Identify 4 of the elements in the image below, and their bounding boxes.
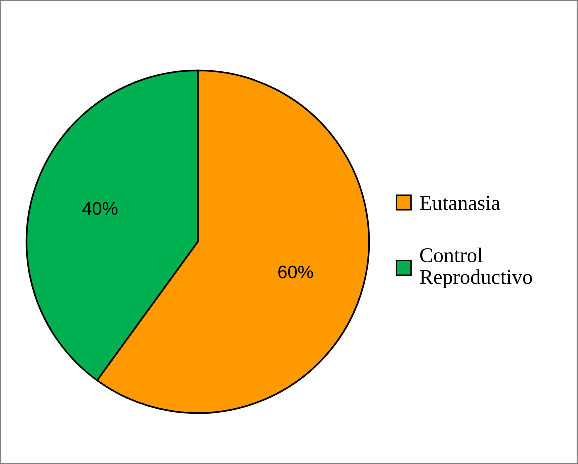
data-label: 40% — [82, 202, 118, 216]
data-label: 60% — [278, 266, 314, 279]
legend-label: Control Reproductivo — [420, 248, 532, 289]
legend-label: Eutanasia — [420, 196, 500, 210]
